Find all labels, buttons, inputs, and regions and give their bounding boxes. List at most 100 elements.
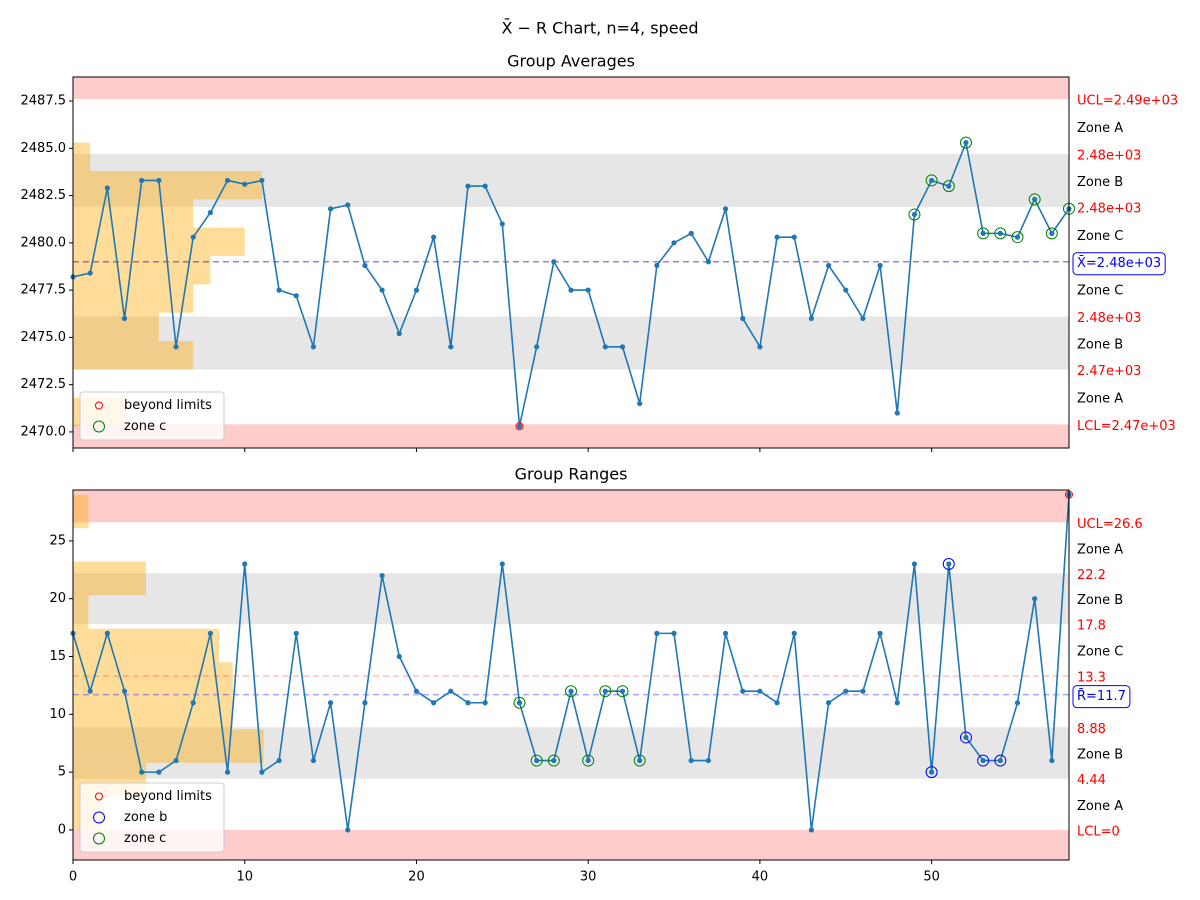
data-point xyxy=(825,262,832,269)
x-tick-label: 50 xyxy=(923,870,940,885)
data-point xyxy=(619,688,626,694)
data-point xyxy=(791,234,797,240)
data-point xyxy=(310,757,317,764)
flag-marker xyxy=(616,685,629,698)
histogram-bar xyxy=(73,142,91,171)
data-point xyxy=(671,630,677,636)
y-tick-label: 15 xyxy=(49,649,66,664)
data-point xyxy=(396,330,402,337)
data-point xyxy=(963,140,969,146)
data-point xyxy=(396,653,402,660)
data-point xyxy=(431,700,437,706)
x-tick-label: 20 xyxy=(408,870,425,885)
flag-marker xyxy=(908,208,921,221)
data-point xyxy=(413,287,420,293)
histogram-bar xyxy=(73,341,194,370)
data-point xyxy=(207,630,213,636)
data-point xyxy=(774,234,780,240)
y-tick-label: 10 xyxy=(49,707,66,722)
data-point xyxy=(242,181,248,187)
data-point xyxy=(929,177,935,184)
y-tick-label: 20 xyxy=(49,591,66,606)
data-point xyxy=(259,769,265,775)
data-point xyxy=(671,240,677,246)
data-point xyxy=(224,769,231,775)
data-point xyxy=(499,221,505,227)
data-point xyxy=(327,206,334,212)
data-point xyxy=(87,270,93,276)
data-point xyxy=(482,700,488,706)
flag-marker xyxy=(942,180,955,193)
data-point xyxy=(585,757,591,764)
data-point xyxy=(963,734,969,741)
data-point xyxy=(1014,234,1021,240)
data-point xyxy=(997,757,1003,764)
flag-marker xyxy=(633,754,646,767)
data-point xyxy=(276,287,282,293)
data-point xyxy=(465,700,471,706)
flag-marker xyxy=(582,754,595,767)
y-tick-label: 2472.5 xyxy=(21,377,67,392)
flag-marker xyxy=(1028,193,1041,206)
data-point xyxy=(379,572,385,579)
zone-label: Zone B xyxy=(1077,593,1123,608)
data-point xyxy=(705,757,711,764)
data-point xyxy=(1049,757,1055,764)
flag-marker xyxy=(959,731,972,744)
data-point xyxy=(362,700,368,706)
data-point xyxy=(293,293,299,299)
limit-label: 2.48e+03 xyxy=(1077,201,1141,216)
limit-label: 22.2 xyxy=(1077,568,1106,583)
histogram-bar xyxy=(73,199,194,228)
data-point xyxy=(293,630,299,636)
flag-marker xyxy=(599,685,612,698)
data-point xyxy=(276,757,282,764)
limit-label: LCL=2.47e+03 xyxy=(1077,419,1176,434)
data-point xyxy=(774,700,780,706)
histogram-bar xyxy=(73,227,245,257)
data-point xyxy=(465,183,471,189)
y-tick-label: 2477.5 xyxy=(21,283,67,298)
legend-marker xyxy=(93,811,105,824)
data-point xyxy=(362,262,368,269)
flag-marker xyxy=(994,754,1007,767)
data-point xyxy=(190,234,196,240)
zone-band xyxy=(73,153,1069,207)
data-point xyxy=(327,700,334,706)
data-point xyxy=(757,688,763,694)
center-label-box xyxy=(1072,252,1166,276)
zone-label: Zone C xyxy=(1077,284,1123,299)
flag-marker xyxy=(1011,231,1024,244)
data-point xyxy=(121,688,128,694)
data-point xyxy=(688,757,694,764)
flag-marker xyxy=(977,754,990,767)
data-point xyxy=(482,183,488,189)
zone-label: Zone B xyxy=(1077,747,1123,762)
data-point xyxy=(1014,700,1021,706)
data-point xyxy=(860,315,866,322)
data-point xyxy=(207,209,213,216)
flag-marker xyxy=(565,685,577,698)
zone-band xyxy=(73,573,1069,625)
histogram-bar xyxy=(73,628,219,663)
flag-marker xyxy=(925,174,938,187)
axes-title: Group Averages xyxy=(507,52,635,71)
figure-title: X̄ − R Chart, n=4, speed xyxy=(501,19,698,38)
data-point xyxy=(877,262,883,269)
y-tick-label: 2487.5 xyxy=(21,94,67,109)
data-point xyxy=(139,769,145,775)
zone-band xyxy=(73,316,1069,370)
flag-marker xyxy=(977,227,990,240)
data-point xyxy=(87,688,93,694)
legend-label: zone b xyxy=(124,810,167,825)
flag-marker xyxy=(994,227,1007,240)
data-point xyxy=(637,757,643,764)
flag-marker xyxy=(513,696,526,709)
limit-band xyxy=(73,829,1069,860)
data-point xyxy=(894,700,900,706)
data-point xyxy=(808,827,815,833)
data-point xyxy=(825,700,832,706)
data-point xyxy=(516,700,523,706)
y-tick-label: 2485.0 xyxy=(21,141,67,156)
center-label-box xyxy=(1072,685,1131,709)
